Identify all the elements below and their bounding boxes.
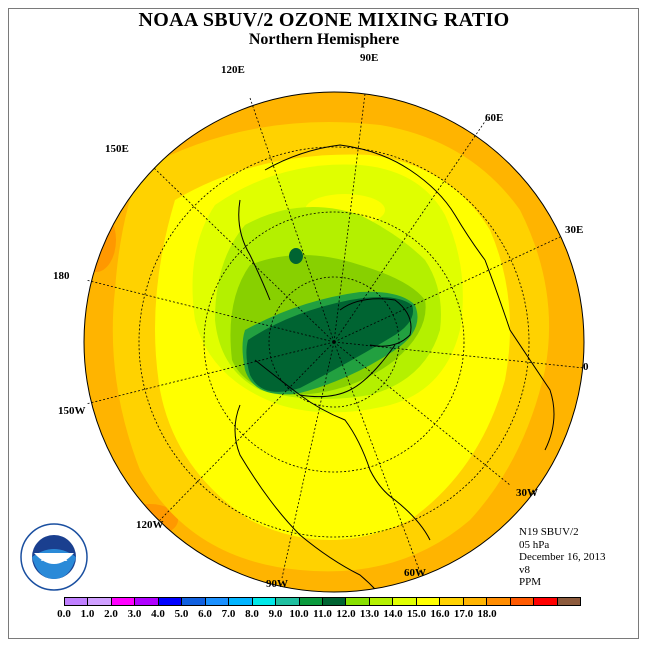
lon-label-30w: 30W	[516, 487, 538, 499]
colorbar-swatch	[299, 598, 323, 605]
plot-frame	[8, 8, 639, 639]
colorbar-swatch	[88, 598, 112, 605]
lon-label-60w: 60W	[404, 567, 426, 579]
lon-label-90w: 90W	[266, 578, 288, 590]
lon-label-120w: 120W	[136, 519, 164, 531]
colorbar-tick-label: 18.0	[477, 608, 497, 620]
info-pressure-level: 05 hPa	[519, 538, 550, 551]
colorbar-tick-label: 8.0	[245, 608, 259, 620]
colorbar-swatch	[158, 598, 183, 605]
lon-label-30e: 30E	[565, 224, 583, 236]
colorbar-swatch	[487, 598, 511, 605]
coast-kamchatka	[238, 199, 271, 301]
colorbar-tick-label: 16.0	[430, 608, 450, 620]
meridian-150w	[85, 341, 335, 405]
meridian-120e	[249, 97, 335, 343]
colorbar-tick-label: 4.0	[151, 608, 165, 620]
info-instrument: N19 SBUV/2	[519, 526, 579, 538]
colorbar-tick-label: 17.0	[453, 608, 474, 620]
meridian-90w	[281, 341, 335, 579]
colorbar-tick-label: 13.0	[359, 608, 380, 620]
colorbar-swatch	[111, 598, 136, 605]
lon-label-180: 180	[53, 270, 70, 282]
colorbar-labels: 0.0 1.0 2.0 3.0 4.0 5.0 6.0 7.0 8.0 9.0 10.0 11.0 12…	[57, 608, 581, 622]
meridian-180	[85, 279, 335, 343]
noaa-logo: NOAA	[20, 523, 88, 591]
meridian-60w	[333, 341, 421, 573]
coast-asia-north	[264, 144, 486, 261]
colorbar-swatch	[252, 598, 277, 605]
colorbar-swatch	[463, 598, 488, 605]
lon-label-150w: 150W	[58, 405, 86, 417]
colorbar-swatch	[534, 598, 558, 605]
colorbar-tick-label: 5.0	[174, 608, 189, 620]
colorbar-swatch	[65, 598, 89, 605]
colorbar-tick-label: 2.0	[104, 608, 118, 620]
colorbar-tick-label: 0.0	[57, 608, 71, 620]
colorbar-swatch	[346, 598, 370, 605]
meridian-30e	[333, 236, 561, 343]
field-16-left	[84, 208, 116, 272]
colorbar-tick-label: 15.0	[406, 608, 427, 620]
info-version: v8	[519, 563, 530, 576]
longitude-labels: 90E 60E 30E 0 30W 60W 90W 120W 150W 180 …	[53, 52, 589, 590]
colorbar-tick-label: 3.0	[127, 608, 142, 620]
logo-text: NOAA	[41, 553, 68, 563]
coast-greenland	[339, 298, 412, 347]
colorbar-swatch	[182, 598, 206, 605]
colorbar-tick-label: 6.0	[198, 608, 212, 620]
latitude-circle-2	[203, 211, 465, 473]
map-title: NOAA SBUV/2 OZONE MIXING RATIO	[138, 9, 510, 31]
lon-label-150e: 150E	[105, 143, 129, 155]
hemisphere-boundary	[83, 91, 585, 593]
lon-label-120e: 120E	[221, 64, 245, 76]
map-subtitle: Northern Hemisphere	[248, 31, 400, 48]
colorbar-tick-label: 1.0	[80, 608, 95, 620]
colorbar-tick-label: 12.0	[336, 608, 356, 620]
colorbar-swatch	[322, 598, 347, 605]
info-units: PPM	[519, 576, 542, 588]
colorbar-swatch	[229, 598, 253, 605]
colorbar-swatch	[205, 598, 230, 605]
meridian-0	[333, 341, 585, 369]
colorbar-swatch	[510, 598, 535, 605]
colorbar-swatch	[135, 598, 159, 605]
latitude-circle-3	[138, 146, 530, 538]
colorbar-swatch	[440, 598, 464, 605]
coast-europe-africa	[484, 259, 555, 451]
colorbar-tick-label: 14.0	[383, 608, 403, 620]
coast-north-america-west	[234, 404, 411, 592]
product-info: N19 SBUV/2 05 hPa December 16, 2013 v8 P…	[519, 526, 605, 589]
meridian-120w	[159, 341, 335, 521]
meridian-150e	[153, 167, 335, 343]
field-8-9	[246, 296, 414, 392]
colorbar-tick-label: 11.0	[313, 608, 332, 620]
logo-bird	[34, 553, 74, 564]
lon-label-0: 0	[583, 361, 589, 373]
coast-north-america-east	[299, 394, 431, 541]
meridian-90e	[333, 93, 366, 343]
meridian-30w	[333, 341, 511, 486]
info-date: December 16, 2013	[519, 551, 606, 563]
field-core-small	[289, 248, 303, 264]
lon-label-60e: 60E	[485, 112, 503, 124]
colorbar-swatch	[276, 598, 300, 605]
graticule	[85, 93, 585, 579]
colorbar-swatch	[369, 598, 394, 605]
lon-label-90e: 90E	[360, 52, 378, 64]
latitude-circle-1	[268, 276, 400, 408]
colorbar-swatch	[557, 598, 580, 605]
colorbar-tick-label: 7.0	[221, 608, 236, 620]
coastlines	[234, 144, 555, 592]
meridian-60e	[333, 119, 487, 343]
colorbar-swatch	[393, 598, 417, 605]
colorbar-tick-label: 9.0	[268, 608, 283, 620]
colorbar-tick-label: 10.0	[289, 608, 309, 620]
coast-arctic-canada	[254, 344, 396, 398]
colorbar	[64, 597, 581, 606]
colorbar-swatch	[416, 598, 441, 605]
